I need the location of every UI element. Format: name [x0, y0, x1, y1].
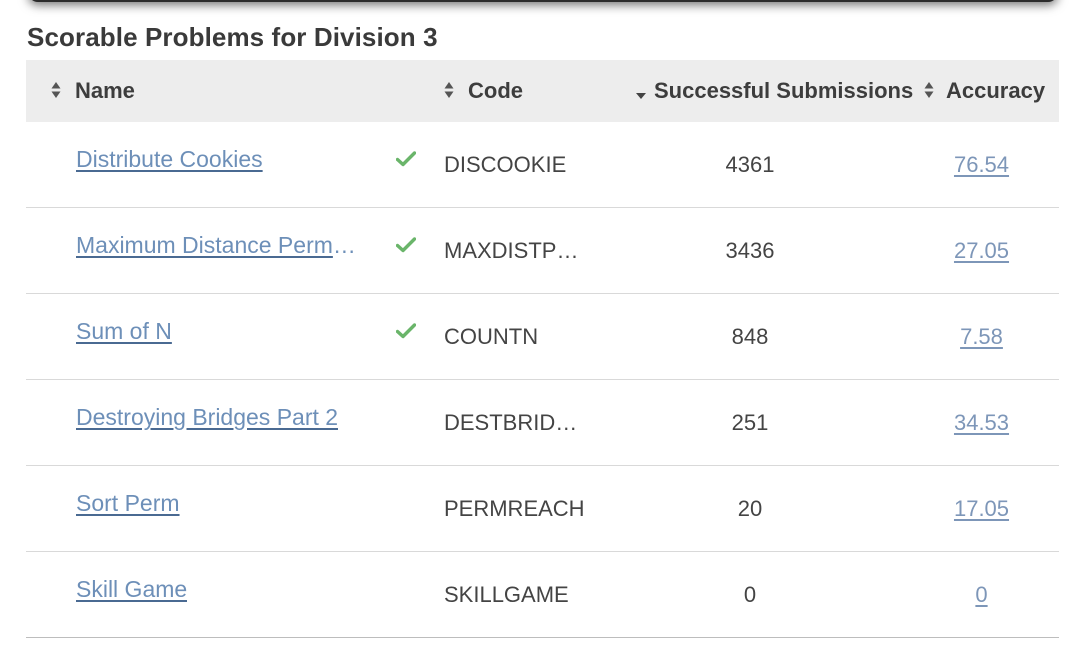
successful-submissions-count: 4361 [725, 151, 775, 177]
table-row: Skill Game SKILLGAME 0 0 [26, 551, 1059, 638]
accuracy-link[interactable]: 7.58 [960, 323, 1003, 349]
column-header-accuracy-label: Accuracy [946, 78, 1046, 103]
solved-status-cell [395, 293, 444, 380]
accuracy-link[interactable]: 17.05 [953, 495, 1010, 521]
problem-code-cell: COUNTN [444, 293, 596, 380]
problem-name-link[interactable]: Destroying Bridges Part 2 [76, 404, 339, 431]
problem-name-link[interactable]: Sum of N [76, 318, 172, 345]
solved-status-cell [395, 207, 444, 294]
column-header-name-label: Name [75, 78, 135, 103]
problem-name-cell: Sum of N [26, 293, 396, 380]
problem-name-link[interactable]: Skill Game [76, 576, 188, 603]
solved-status-cell [396, 465, 444, 552]
sort-down-icon[interactable] [636, 85, 646, 103]
checkmark-icon [395, 319, 417, 345]
successful-submissions-cell: 848 [596, 293, 904, 380]
successful-submissions-count: 0 [743, 581, 757, 607]
column-header-code-label: Code [468, 78, 523, 103]
problem-name-link[interactable]: Distribute Cookies [76, 146, 263, 173]
column-header-successful-submissions[interactable]: Successful Submissions [596, 60, 913, 122]
problem-name-link[interactable]: Sort Perm [76, 490, 180, 517]
accuracy-cell: 27.05 [904, 207, 1059, 294]
problem-code-cell: MAXDISTPERM [444, 207, 596, 294]
problem-code: DESTBRIDGE2 [444, 410, 589, 436]
successful-submissions-cell: 4361 [596, 122, 904, 208]
table-row: Distribute Cookies DISCOOKIE 4361 76.54 [26, 122, 1059, 208]
sort-both-icon[interactable] [51, 81, 61, 99]
solved-status-cell [395, 122, 444, 208]
column-header-submissions-label: Successful Submissions [654, 78, 914, 103]
accuracy-link[interactable]: 27.05 [953, 237, 1010, 263]
section-title: Scorable Problems for Division 3 [27, 22, 438, 52]
solved-status-cell [396, 379, 444, 466]
checkmark-icon [395, 233, 417, 259]
successful-submissions-count: 848 [731, 323, 769, 349]
problem-name-cell: Distribute Cookies [26, 122, 396, 208]
header-row: Name Code Successful Submissions Ac [26, 60, 1059, 122]
successful-submissions-cell: 0 [596, 551, 904, 638]
problems-table-container: Name Code Successful Submissions Ac [26, 60, 1059, 638]
accuracy-link[interactable]: 0 [975, 581, 988, 607]
table-header: Name Code Successful Submissions Ac [26, 60, 1059, 122]
successful-submissions-count: 251 [731, 409, 769, 435]
problem-name-cell: Destroying Bridges Part 2 [26, 379, 396, 466]
sort-both-icon[interactable] [924, 81, 934, 99]
accuracy-link[interactable]: 34.53 [953, 409, 1010, 435]
table-row: Destroying Bridges Part 2 DESTBRIDGE2 25… [26, 379, 1059, 466]
accuracy-cell: 0 [904, 551, 1059, 638]
accuracy-cell: 7.58 [904, 293, 1059, 380]
accuracy-cell: 76.54 [904, 122, 1059, 208]
successful-submissions-cell: 3436 [596, 207, 904, 294]
problems-table: Name Code Successful Submissions Ac [26, 60, 1059, 638]
column-header-spacer [396, 60, 444, 122]
accuracy-link[interactable]: 76.54 [953, 151, 1010, 177]
successful-submissions-cell: 20 [596, 465, 904, 552]
problem-code-cell: DISCOOKIE [444, 122, 596, 208]
accuracy-cell: 17.05 [904, 465, 1059, 552]
table-body: Distribute Cookies DISCOOKIE 4361 76.54 … [26, 122, 1059, 638]
column-header-name[interactable]: Name [26, 60, 396, 122]
problem-name-cell: Sort Perm [26, 465, 396, 552]
solved-status-cell [396, 551, 444, 638]
table-row: Sort Perm PERMREACH 20 17.05 [26, 465, 1059, 552]
successful-submissions-cell: 251 [596, 379, 904, 466]
problem-code-cell: SKILLGAME [444, 551, 596, 638]
problem-code: SKILLGAME [444, 582, 569, 608]
top-card-shadow [28, 0, 1058, 2]
column-header-code[interactable]: Code [444, 60, 596, 122]
problem-name-link[interactable]: Maximum Distance Permutations [76, 232, 361, 259]
problem-code: PERMREACH [444, 496, 585, 522]
successful-submissions-count: 3436 [725, 237, 775, 263]
problem-code: DISCOOKIE [444, 152, 567, 178]
column-header-accuracy[interactable]: Accuracy [904, 60, 1059, 122]
problem-name-cell: Maximum Distance Permutations [26, 207, 396, 294]
problem-code-cell: PERMREACH [444, 465, 596, 552]
accuracy-cell: 34.53 [904, 379, 1059, 466]
problem-name-cell: Skill Game [26, 551, 396, 638]
problem-code: COUNTN [444, 324, 539, 350]
problem-code-cell: DESTBRIDGE2 [444, 379, 596, 466]
checkmark-icon [395, 147, 417, 173]
table-row: Maximum Distance Permutations MAXDISTPER… [26, 207, 1059, 294]
problem-code: MAXDISTPERM [444, 238, 589, 264]
sort-both-icon[interactable] [444, 81, 454, 99]
table-row: Sum of N COUNTN 848 7.58 [26, 293, 1059, 380]
successful-submissions-count: 20 [737, 495, 763, 521]
